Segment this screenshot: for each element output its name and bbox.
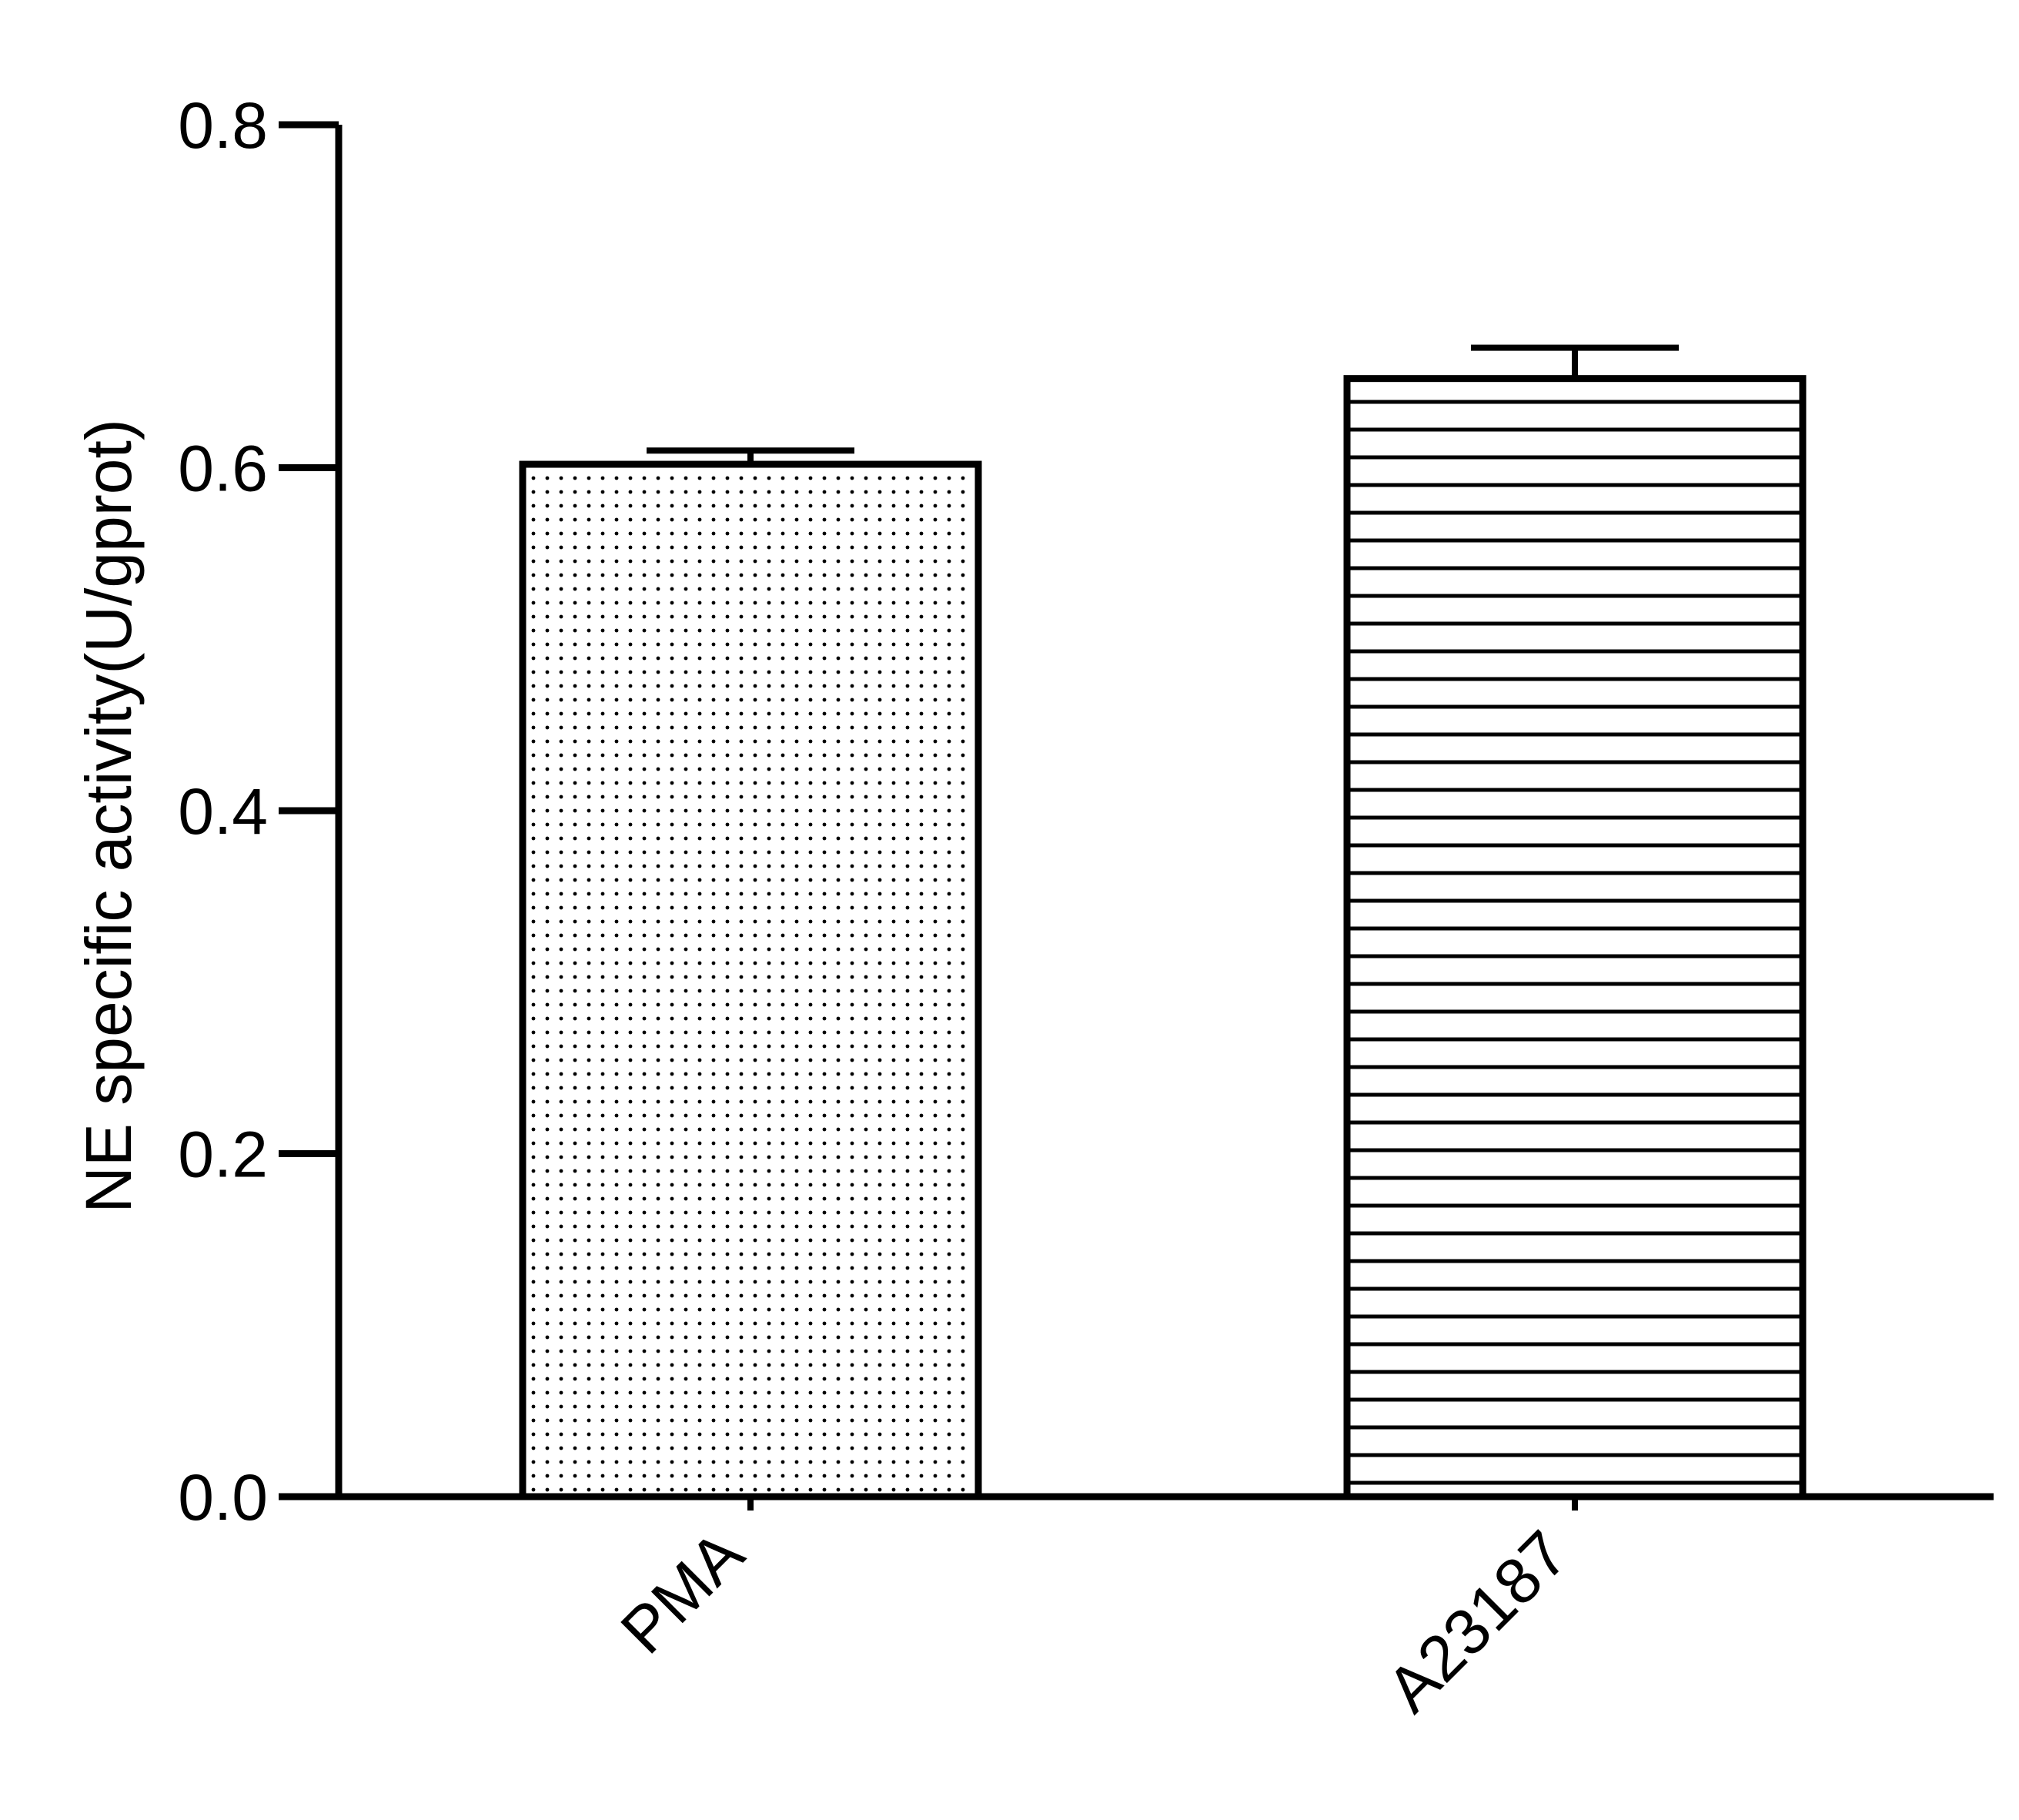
error-bars [647, 344, 1679, 465]
bars [519, 375, 1807, 1500]
bar-a23187 [1343, 375, 1807, 1500]
y-tick-label: 0.8 [178, 89, 268, 162]
x-tick-label-a23187: A23187 [1372, 1517, 1581, 1725]
x-tick-label-pma: PMA [607, 1517, 757, 1667]
y-tick-label: 0.4 [178, 775, 268, 848]
bar-pma [519, 460, 982, 1500]
y-axis-ticks: 0.0 0.2 0.4 0.6 0.8 [178, 89, 339, 1534]
x-axis-ticks: PMA A23187 [607, 1497, 1582, 1726]
y-tick-label: 0.0 [178, 1461, 268, 1534]
y-tick-label: 0.2 [178, 1119, 268, 1191]
y-tick-label: 0.6 [178, 433, 268, 505]
y-axis-label: NE specific activity(U/gprot) [72, 419, 145, 1213]
